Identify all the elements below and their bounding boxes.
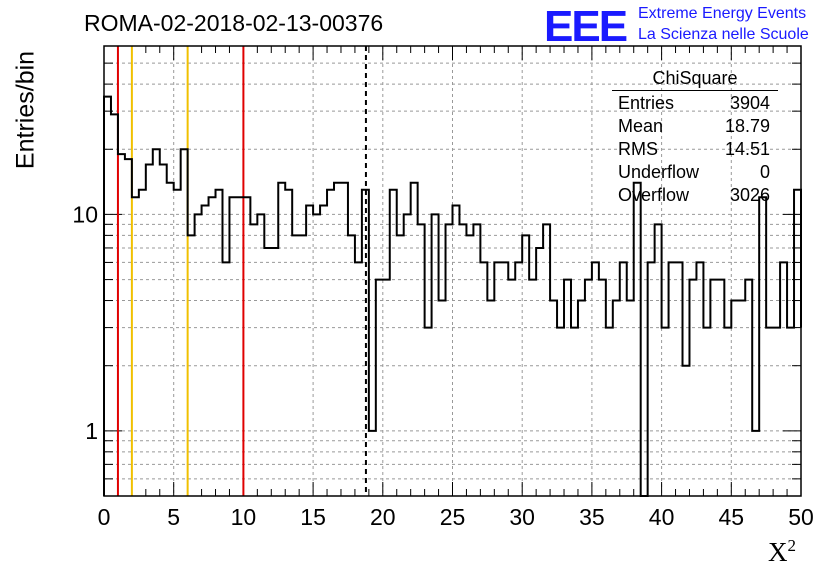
x-tick-label: 40 [649, 504, 675, 530]
stat-row-mean: Mean 18.79 [618, 116, 770, 136]
y-axis-label: Entries/bin [11, 50, 40, 170]
x-tick-label: 30 [509, 504, 535, 530]
stat-row-underflow: Underflow 0 [618, 162, 770, 182]
stats-box: ChiSquare Entries 3904 Mean 18.79 RMS 14.51… [612, 68, 778, 207]
y-tick-label: 10 [72, 201, 98, 227]
x-tick-label: 10 [231, 504, 257, 530]
x-tick-label: 5 [167, 504, 180, 530]
stats-title: ChiSquare [612, 68, 778, 91]
x-tick-label: 45 [719, 504, 745, 530]
logo-caption-line1: Extreme Energy Events [638, 5, 807, 22]
stat-row-overflow: Overflow 3026 [618, 185, 770, 205]
y-tick-label: 1 [85, 418, 98, 444]
x-tick-label: 25 [440, 504, 466, 530]
run-title: ROMA-02-2018-02-13-00376 [84, 10, 384, 36]
stat-row-rms: RMS 14.51 [618, 139, 770, 159]
x-tick-label: 50 [788, 504, 814, 530]
marker-lines [116, 46, 367, 496]
x-axis-label: X2 [768, 536, 796, 567]
stat-row-entries: Entries 3904 [618, 93, 770, 113]
eee-logo: EEE [544, 2, 628, 51]
histogram-step-line [103, 95, 802, 497]
x-tick-label: 15 [300, 504, 326, 530]
x-tick-label: 0 [98, 504, 111, 530]
x-tick-label: 35 [579, 504, 605, 530]
x-tick-label: 20 [370, 504, 396, 530]
plot-frame [103, 45, 802, 497]
logo-caption: Extreme Energy Events La Scienza nelle S… [638, 3, 809, 45]
tick-labels: 0 5 10 15 20 25 30 35 40 45 50 1 10 [72, 201, 813, 530]
logo-caption-line2: La Scienza nelle Scuole [638, 26, 809, 43]
